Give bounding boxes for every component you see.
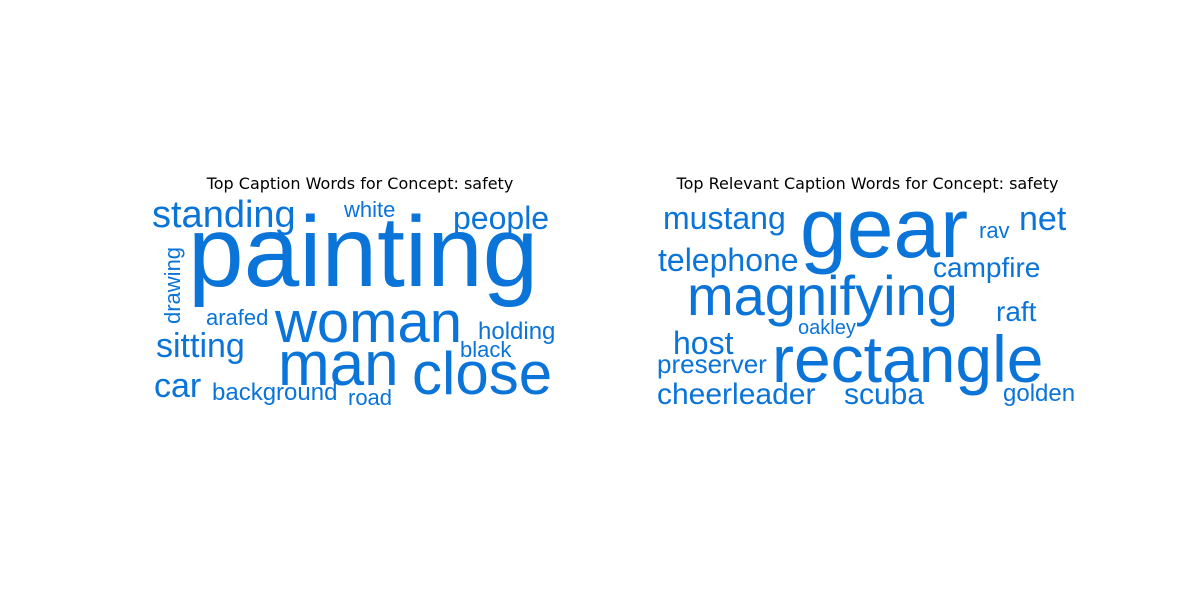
cloud-word: woman	[275, 290, 462, 355]
panel-title: Top Caption Words for Concept: safety	[206, 174, 514, 193]
cloud-word: raft	[996, 296, 1037, 327]
cloud-word: campfire	[933, 252, 1041, 283]
cloud-word: oakley	[798, 317, 856, 339]
cloud-word: sitting	[156, 327, 245, 365]
cloud-word: telephone	[658, 242, 799, 278]
cloud-word: man	[278, 330, 399, 399]
cloud-word: background	[212, 379, 338, 406]
cloud-word: car	[154, 367, 202, 405]
cloud-word: gear	[800, 181, 969, 275]
cloud-word: road	[348, 385, 393, 410]
cloud-word: net	[1019, 200, 1067, 238]
cloud-word: golden	[1003, 380, 1076, 407]
cloud-word: arafed	[206, 305, 269, 330]
cloud-word: painting	[188, 196, 539, 308]
cloud-word: preserver	[657, 349, 767, 379]
cloud-word: white	[344, 197, 396, 222]
cloud-word: drawing	[160, 246, 185, 324]
word-cloud: painting woman man close standing people…	[140, 196, 580, 420]
cloud-word: people	[453, 200, 550, 236]
cloud-word: host	[673, 325, 734, 361]
word-cloud-panel-left: Top Caption Words for Concept: safety pa…	[140, 170, 580, 420]
cloud-word: black	[460, 337, 512, 362]
cloud-word: standing	[152, 194, 296, 236]
cloud-word: magnifying	[687, 264, 958, 327]
cloud-word: rav	[979, 218, 1010, 243]
cloud-word: scuba	[844, 378, 925, 411]
word-cloud: gear magnifying rectangle mustang net ra…	[645, 186, 1090, 420]
cloud-word: cheerleader	[657, 378, 816, 411]
cloud-word: close	[412, 340, 553, 407]
cloud-word: holding	[478, 318, 556, 345]
panel-title: Top Relevant Caption Words for Concept: …	[676, 174, 1059, 193]
cloud-word: rectangle	[772, 322, 1044, 396]
word-cloud-panel-right: Top Relevant Caption Words for Concept: …	[645, 170, 1090, 420]
cloud-word: mustang	[663, 200, 786, 236]
